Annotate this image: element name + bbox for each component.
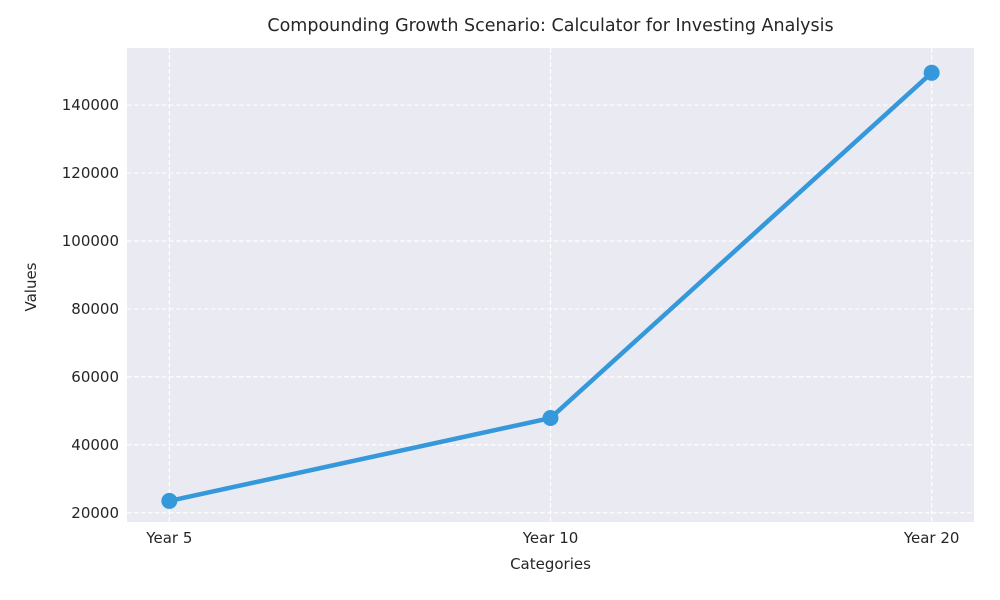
x-tick-label: Year 5: [146, 529, 193, 547]
data-point-marker: [923, 64, 940, 81]
y-tick-label: 80000: [71, 299, 119, 318]
y-tick-label: 40000: [71, 435, 119, 454]
data-point-marker: [542, 410, 559, 427]
y-tick-label: 100000: [61, 231, 119, 250]
x-tick-label: Year 10: [522, 529, 579, 547]
y-tick-label: 140000: [61, 96, 119, 115]
x-axis-label: Categories: [510, 555, 591, 573]
data-point-marker: [161, 492, 178, 509]
y-tick-label: 120000: [61, 164, 119, 183]
chart-title: Compounding Growth Scenario: Calculator …: [267, 16, 834, 36]
y-tick-label: 20000: [71, 503, 119, 522]
plot-area: [127, 48, 974, 522]
y-tick-label: 60000: [71, 367, 119, 386]
x-tick-label: Year 20: [903, 529, 960, 547]
line-chart-svg: [127, 48, 974, 522]
